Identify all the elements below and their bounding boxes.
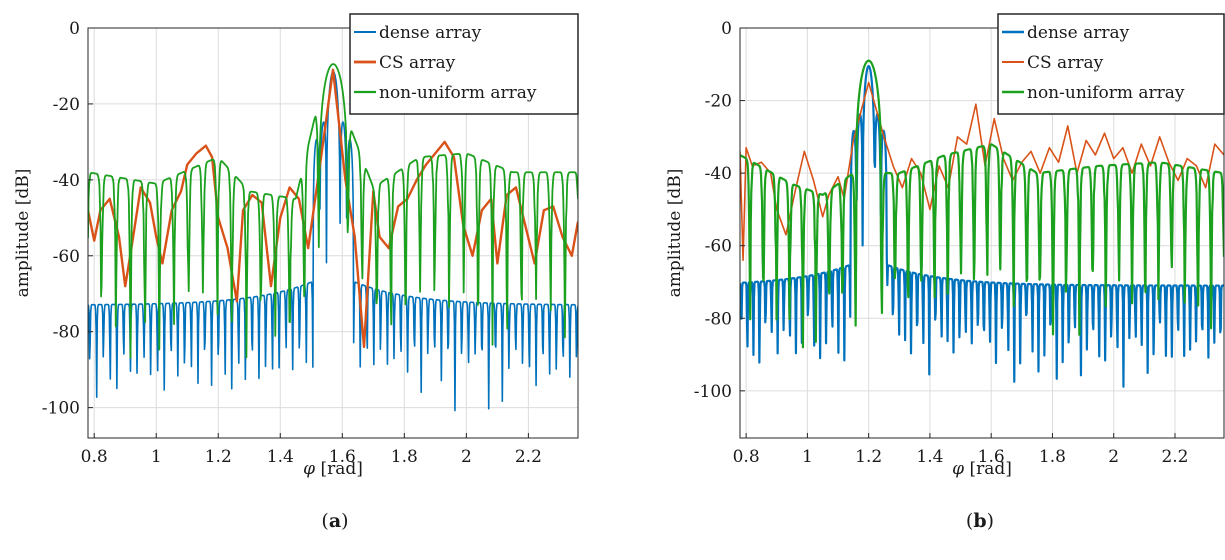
- x-tick-label: 0.8: [733, 447, 760, 467]
- series-layer: [740, 59, 1224, 388]
- x-tick-label: 2: [1108, 447, 1119, 467]
- x-tick-label: 2: [461, 447, 472, 467]
- y-tick-label: 0: [721, 19, 732, 39]
- y-tick-label: -80: [705, 309, 732, 329]
- series-line-non-uniform-array: [88, 63, 578, 359]
- caption-a: (a): [321, 510, 348, 532]
- legend-entry-label: dense array: [1027, 23, 1130, 43]
- y-tick-label: -80: [53, 323, 80, 343]
- series-line-CS-array: [740, 81, 1224, 262]
- series-layer: [88, 63, 578, 412]
- x-tick-label: 1.4: [916, 447, 943, 467]
- legend: dense array CS array non-uniform array: [349, 13, 579, 115]
- y-axis-label: amplitude [dB]: [13, 169, 33, 298]
- x-tick-label: 1.8: [391, 447, 418, 467]
- chart-panel-b: 0.8 1 1.2 1.4 1.6 1.8 2 2.2 0 -20 -40 -60 -80 -100 φ …: [665, 13, 1225, 479]
- series-line-non-uniform-array: [740, 59, 1224, 349]
- y-tick-label: -20: [705, 92, 732, 112]
- x-tick-label: 0.8: [81, 447, 108, 467]
- plot-area-frame: [739, 27, 1225, 439]
- plot-area-frame: [87, 27, 579, 439]
- legend-box: [997, 13, 1225, 115]
- axis-ticks: 0.8 1 1.2 1.4 1.6 1.8 2 2.2 0 -20 -40 -60 -80 -100: [694, 19, 1189, 467]
- y-tick-label: -40: [705, 164, 732, 184]
- x-tick-label: 1.6: [329, 447, 356, 467]
- x-tick-label: 1: [151, 447, 162, 467]
- x-tick-label: 1: [802, 447, 813, 467]
- x-tick-label: 1.2: [855, 447, 882, 467]
- x-tick-label: 1.8: [1039, 447, 1066, 467]
- axis-ticks: 0.8 1 1.2 1.4 1.6 1.8 2 2.2 0 -20 -40 -60 -80 -100: [42, 19, 542, 467]
- y-tick-label: -60: [53, 247, 80, 267]
- x-tick-label: 2.2: [515, 447, 542, 467]
- x-tick-label: 1.6: [978, 447, 1005, 467]
- legend-entry-label: CS array: [379, 53, 456, 73]
- x-tick-label: 1.4: [267, 447, 294, 467]
- y-tick-label: -20: [53, 95, 80, 115]
- x-tick-label: 1.2: [205, 447, 232, 467]
- y-tick-label: -100: [42, 399, 80, 419]
- y-tick-label: -100: [694, 382, 732, 402]
- y-tick-label: -60: [705, 237, 732, 257]
- legend-entry-label: non-uniform array: [1027, 83, 1185, 103]
- series-line-dense-array: [740, 65, 1224, 388]
- caption-b: (b): [966, 510, 994, 532]
- y-tick-label: -40: [53, 171, 80, 191]
- x-axis-label: φ [rad]: [303, 459, 363, 479]
- y-tick-label: 0: [69, 19, 80, 39]
- legend: dense array CS array non-uniform array: [997, 13, 1225, 115]
- x-axis-label: φ [rad]: [952, 459, 1012, 479]
- legend-box: [349, 13, 579, 115]
- legend-entry-label: dense array: [379, 23, 482, 43]
- legend-entry-label: non-uniform array: [379, 83, 537, 103]
- chart-panel-a: 0.8 1 1.2 1.4 1.6 1.8 2 2.2 0 -20 -40 -60 -80 -100 φ …: [13, 13, 579, 479]
- legend-entry-label: CS array: [1027, 53, 1104, 73]
- y-axis-label: amplitude [dB]: [665, 169, 685, 298]
- x-tick-label: 2.2: [1161, 447, 1188, 467]
